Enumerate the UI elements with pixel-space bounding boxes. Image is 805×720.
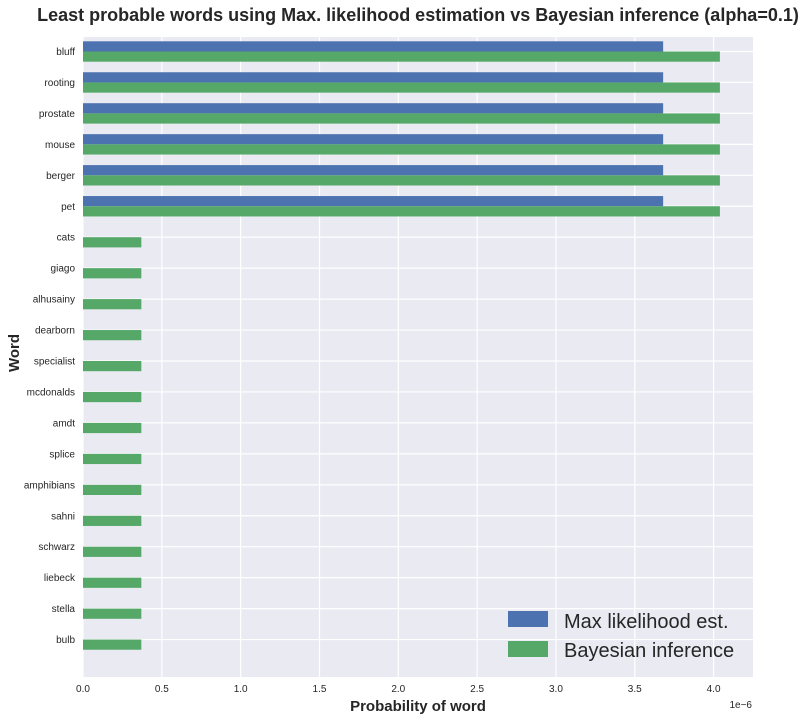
y-tick-label: giago (51, 264, 76, 275)
bar-bayesian (83, 361, 142, 372)
x-tick-label: 2.0 (391, 684, 405, 695)
y-tick-label: stella (52, 604, 76, 615)
bar-bayesian (83, 82, 720, 93)
bar-bayesian (83, 608, 142, 619)
bar-bayesian (83, 330, 142, 341)
bar-bayesian (83, 577, 142, 588)
y-tick-label: dearborn (35, 326, 75, 337)
legend-label-max-likelihood: Max likelihood est. (564, 611, 729, 633)
y-axis-title: Word (6, 334, 23, 372)
bar-bayesian (83, 391, 142, 403)
y-tick-label: splice (49, 449, 75, 460)
bar-bayesian (83, 515, 142, 526)
y-tick-labels: bluff rooting prostate mouse berger pet cats gi… (24, 47, 76, 646)
legend-label-bayesian: Bayesian inference (564, 640, 734, 662)
y-tick-label: schwarz (38, 542, 75, 553)
legend-swatch-max-likelihood (508, 611, 548, 627)
chart-title: Least probable words using Max. likeliho… (37, 5, 799, 25)
x-tick-labels: 0.0 0.5 1.0 1.5 2.0 2.5 3.0 3.5 4.0 (76, 684, 721, 695)
y-tick-label: liebeck (44, 573, 76, 584)
x-tick-label: 1.5 (313, 684, 327, 695)
bar-bayesian (83, 206, 720, 217)
plot-area (83, 37, 753, 677)
y-tick-label: berger (46, 171, 76, 182)
x-tick-label: 2.5 (470, 684, 484, 695)
legend-swatch-bayesian (508, 641, 548, 657)
bar-bayesian (83, 51, 720, 62)
bar-bayesian (83, 299, 142, 310)
y-tick-label: pet (61, 202, 75, 213)
x-tick-label: 0.0 (76, 684, 90, 695)
x-tick-label: 3.5 (628, 684, 642, 695)
bar-bayesian (83, 546, 142, 557)
bar-bayesian (83, 453, 142, 465)
y-tick-label: specialist (34, 357, 75, 368)
bar-bayesian (83, 237, 142, 248)
y-tick-label: bulb (56, 635, 75, 646)
y-tick-label: mcdonalds (27, 387, 75, 398)
bar-max-likelihood (83, 196, 664, 207)
bar-bayesian (83, 639, 142, 650)
bar-bayesian (83, 144, 720, 155)
bar-bayesian (83, 484, 142, 495)
legend: Max likelihood est. Bayesian inference (508, 611, 734, 662)
x-scale-offset-label: 1e−6 (729, 700, 752, 711)
bar-max-likelihood (83, 165, 664, 176)
bar-max-likelihood (83, 41, 664, 52)
y-tick-label: bluff (56, 47, 75, 58)
y-tick-label: amdt (53, 418, 75, 429)
x-tick-label: 3.0 (549, 684, 563, 695)
x-tick-label: 0.5 (155, 684, 169, 695)
y-tick-label: cats (57, 233, 75, 244)
bar-bayesian (83, 113, 720, 124)
bars (83, 41, 720, 650)
bar-bayesian (83, 175, 720, 186)
y-tick-label: sahni (51, 511, 75, 522)
y-tick-label: alhusainy (33, 295, 75, 306)
bar-bayesian (83, 422, 142, 434)
y-tick-label: amphibians (24, 480, 75, 491)
x-axis-title: Probability of word (350, 698, 486, 715)
y-tick-label: rooting (44, 78, 75, 89)
y-tick-label: prostate (39, 109, 76, 120)
x-tick-label: 4.0 (707, 684, 721, 695)
bar-max-likelihood (83, 134, 664, 145)
bar-max-likelihood (83, 103, 664, 114)
x-tick-label: 1.0 (234, 684, 248, 695)
y-tick-label: mouse (45, 140, 75, 151)
bar-max-likelihood (83, 72, 664, 83)
bar-bayesian (83, 268, 142, 279)
